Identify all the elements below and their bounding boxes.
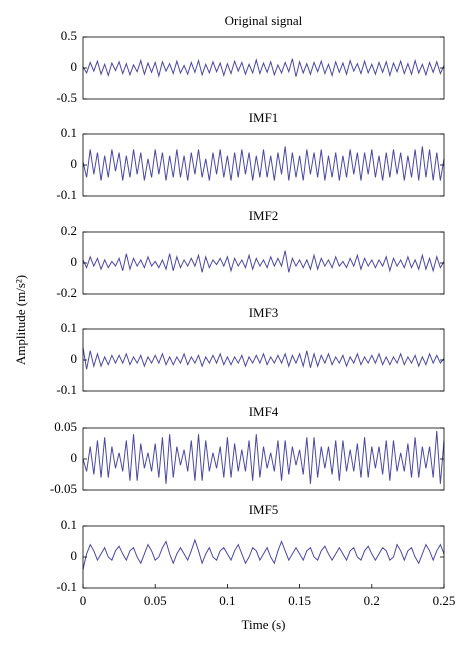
x-tick-label: 0.05 — [144, 593, 167, 608]
y-tick-label: -0.5 — [56, 90, 77, 105]
y-tick-label: 0 — [71, 156, 78, 171]
y-tick-label: 0 — [71, 59, 78, 74]
signal-line — [82, 58, 445, 79]
y-tick-label: 0.2 — [61, 223, 77, 238]
panel-title: IMF3 — [249, 305, 279, 320]
x-tick-label: 0.25 — [433, 593, 456, 608]
x-tick-label: 0.15 — [288, 593, 311, 608]
plot-frame — [82, 328, 445, 392]
panel-title: Original signal — [225, 13, 303, 28]
x-tick-label: 0.1 — [219, 593, 235, 608]
y-tick-label: -0.05 — [50, 481, 77, 496]
y-tick-label: -0.2 — [56, 285, 77, 300]
y-tick-label: 0 — [71, 254, 78, 269]
y-tick-label: 0.1 — [61, 517, 77, 532]
plot-frame — [82, 36, 445, 100]
x-tick-label: 0 — [80, 593, 87, 608]
panel-title: IMF5 — [249, 502, 279, 517]
signal-line — [82, 250, 445, 273]
y-axis-label: Amplitude (m/s²) — [13, 275, 28, 365]
y-tick-label: 0 — [71, 450, 78, 465]
panel-title: IMF1 — [249, 110, 279, 125]
y-tick-label: 0.1 — [61, 125, 77, 140]
y-tick-label: -0.1 — [56, 382, 77, 397]
plot-frame — [82, 133, 445, 197]
signal-line — [82, 146, 445, 181]
panel-title: IMF4 — [249, 404, 279, 419]
signal-line — [82, 431, 445, 484]
y-tick-label: -0.1 — [56, 187, 77, 202]
y-tick-label: 0.5 — [61, 28, 77, 43]
y-tick-label: 0 — [71, 351, 78, 366]
y-tick-label: 0.05 — [54, 419, 77, 434]
x-axis-label: Time (s) — [242, 617, 286, 632]
plot-frame — [82, 231, 445, 295]
signal-line — [82, 347, 445, 370]
x-tick-label: 0.2 — [364, 593, 380, 608]
y-tick-label: -0.1 — [56, 579, 77, 594]
panel-title: IMF2 — [249, 208, 279, 223]
y-tick-label: 0.1 — [61, 320, 77, 335]
signal-line — [82, 538, 445, 570]
y-tick-label: 0 — [71, 548, 78, 563]
